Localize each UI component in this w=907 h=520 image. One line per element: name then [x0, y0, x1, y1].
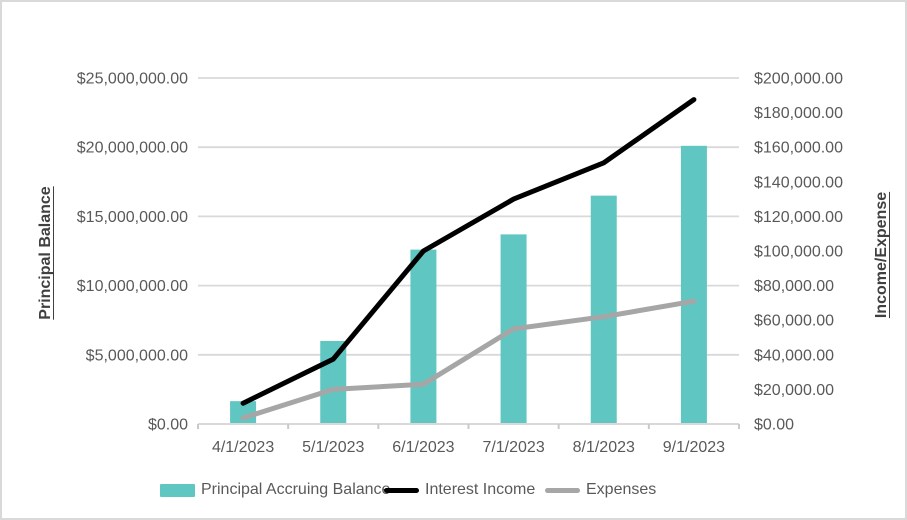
y-axis-left-tick-label: $10,000,000.00	[77, 278, 188, 295]
legend-label: Expenses	[586, 481, 657, 498]
legend-item-expenses: Expenses	[545, 480, 656, 500]
y-axis-right-tick-label: $60,000.00	[754, 313, 834, 330]
bar-principal-accruing-balance	[590, 195, 617, 424]
y-axis-right-tick-label: $180,000.00	[754, 105, 843, 122]
bar-series-swatch-icon	[160, 483, 195, 497]
x-axis-tick-label: 9/1/2023	[663, 439, 725, 456]
interest-income-line	[240, 97, 697, 406]
y-axis-right-tick-label: $160,000.00	[754, 140, 843, 157]
y-axis-right-tick-label: $100,000.00	[754, 244, 843, 261]
x-axis-tick-label: 7/1/2023	[482, 439, 544, 456]
legend-label: Interest Income	[425, 481, 536, 498]
x-axis-tick-label: 5/1/2023	[302, 439, 364, 456]
y-axis-right-tick-label: $80,000.00	[754, 278, 834, 295]
expenses-line	[240, 298, 697, 421]
y-axis-right-tick-label: $40,000.00	[754, 347, 834, 364]
right-axis-title: Income/Expense	[873, 191, 890, 319]
y-axis-left-tick-label: $25,000,000.00	[77, 71, 188, 88]
legend-item-interest-income: Interest Income	[384, 480, 535, 500]
y-axis-right-tick-label: $20,000.00	[754, 382, 834, 399]
chart-legend: Principal Accruing Balance Interest Inco…	[2, 480, 905, 502]
y-axis-left-tick-label: $15,000,000.00	[77, 209, 188, 226]
left-axis-title: Principal Balance	[37, 186, 54, 320]
bar-principal-accruing-balance	[410, 249, 437, 424]
y-axis-left-tick-label: $20,000,000.00	[77, 140, 188, 157]
legend-label: Principal Accruing Balance	[201, 481, 391, 498]
x-axis-tick-label: 4/1/2023	[212, 439, 274, 456]
bar-principal-accruing-balance	[680, 145, 707, 425]
y-axis-right-tick-label: $120,000.00	[754, 209, 843, 226]
y-axis-right-tick-label: $140,000.00	[754, 174, 843, 191]
x-axis-tick-label: 6/1/2023	[392, 439, 454, 456]
line-series-swatch-icon	[384, 487, 419, 493]
bar-principal-accruing-balance	[320, 340, 347, 424]
y-axis-right-tick-label: $200,000.00	[754, 71, 843, 88]
line-series-swatch-icon	[545, 487, 580, 493]
x-axis-tick-label: 8/1/2023	[573, 439, 635, 456]
y-axis-left-tick-label: $5,000,000.00	[86, 347, 188, 364]
y-axis-left-tick-label: $0.00	[148, 417, 188, 434]
y-axis-right-tick-label: $0.00	[754, 417, 794, 434]
legend-item-principal-accruing-balance: Principal Accruing Balance	[160, 480, 390, 500]
